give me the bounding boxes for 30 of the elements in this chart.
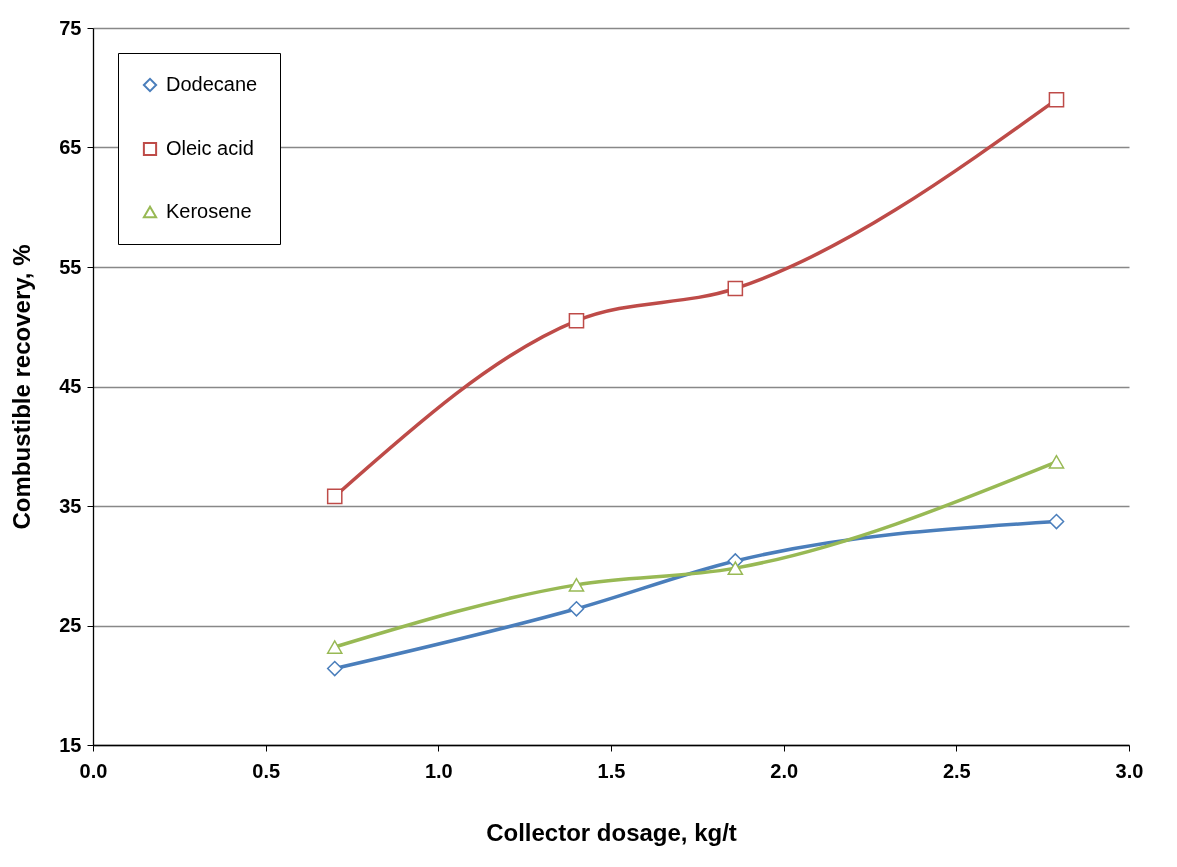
point xyxy=(727,280,744,297)
point xyxy=(568,578,585,592)
point xyxy=(1048,513,1065,530)
y-tick-label: 15 xyxy=(59,733,82,756)
x-tick-label: 2.5 xyxy=(942,759,971,782)
point xyxy=(326,488,343,505)
point xyxy=(727,561,744,576)
y-axis-title: Combustible recovery, % xyxy=(8,244,36,530)
x-tick-label: 0.0 xyxy=(79,759,108,782)
y-tick-label: 75 xyxy=(59,16,82,39)
point xyxy=(326,640,343,654)
y-tick-label: 65 xyxy=(59,136,82,158)
point xyxy=(326,660,343,677)
point xyxy=(568,312,585,329)
legend-label: Kerosene xyxy=(166,200,252,222)
point xyxy=(568,600,585,617)
point xyxy=(1048,454,1065,469)
y-tick-label: 25 xyxy=(59,614,82,636)
legend-label: Oleic acid xyxy=(166,137,254,159)
x-tick-label: 3.0 xyxy=(1115,759,1144,782)
point xyxy=(1048,91,1065,108)
y-tick-label: 55 xyxy=(59,255,82,278)
x-tick-label: 2.0 xyxy=(770,759,799,782)
x-tick-label: 1.0 xyxy=(424,759,453,782)
legend-label: Dodecane xyxy=(166,73,258,95)
x-axis-title: Collector dosage, kg/t xyxy=(486,818,737,846)
x-tick-label: 1.5 xyxy=(597,759,626,782)
y-tick-label: 45 xyxy=(59,375,82,397)
y-tick-label: 35 xyxy=(59,494,82,517)
x-tick-label: 0.5 xyxy=(252,759,281,782)
